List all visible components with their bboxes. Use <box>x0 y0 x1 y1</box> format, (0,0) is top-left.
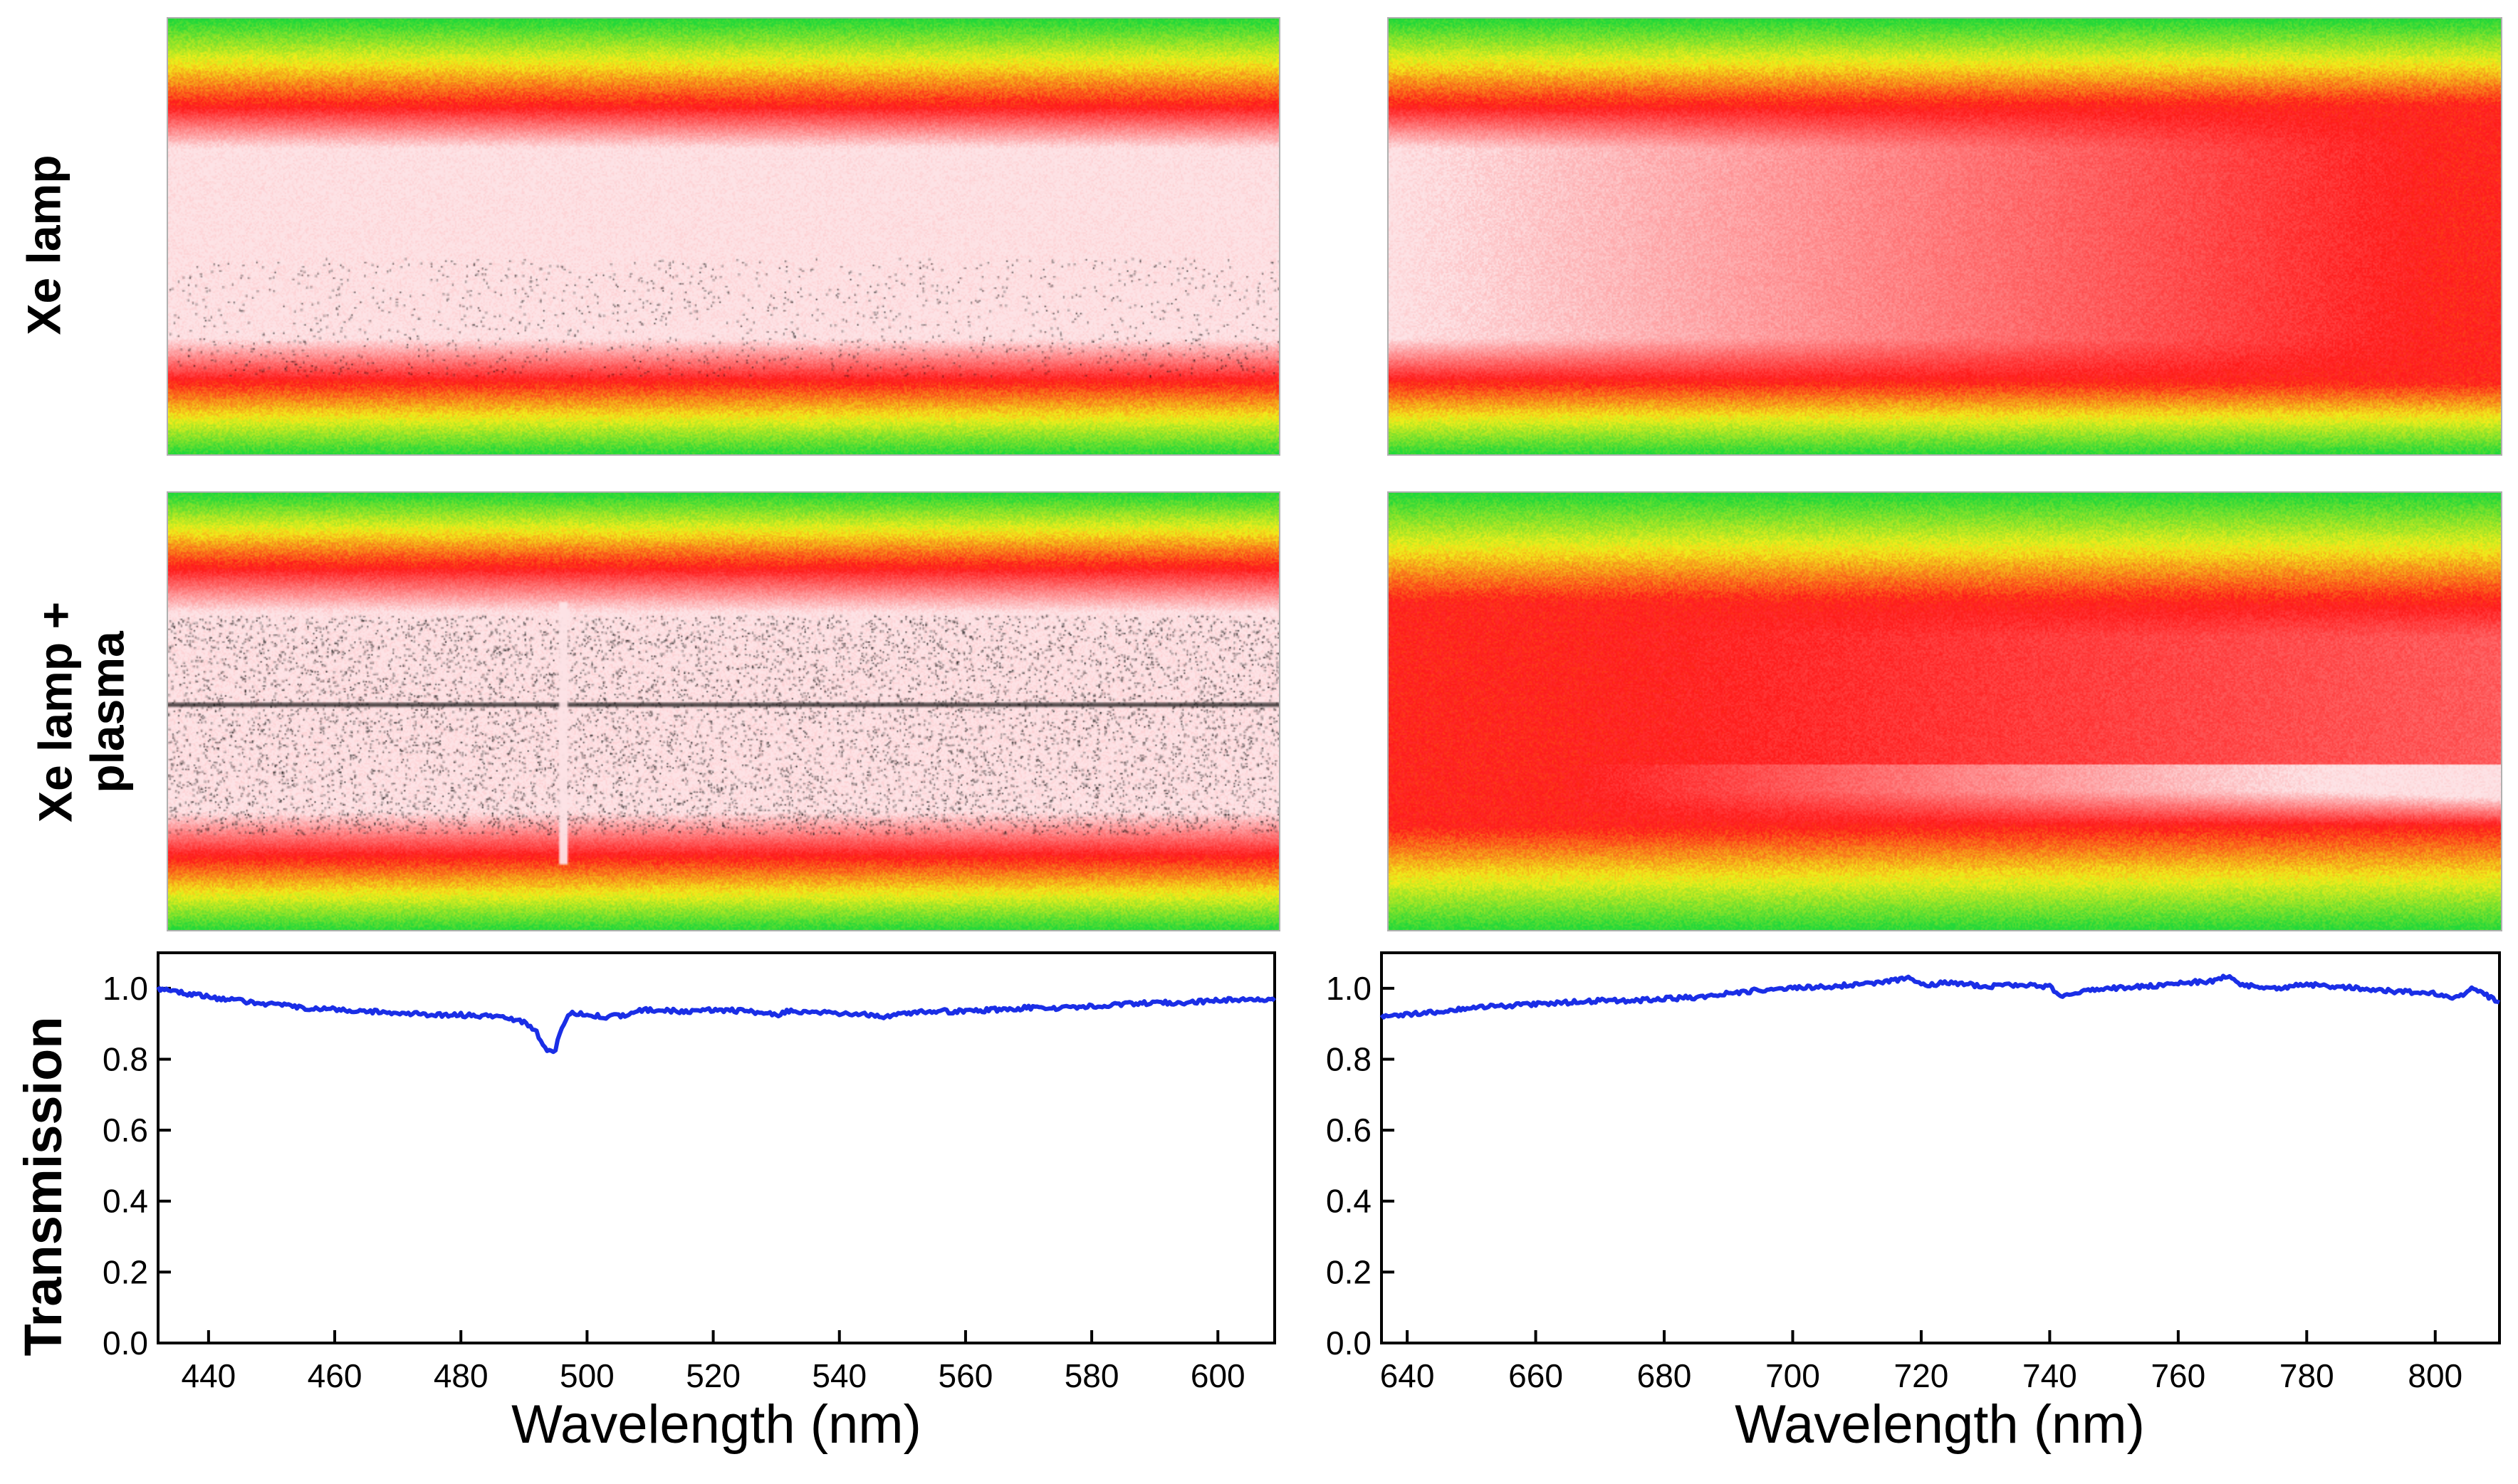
plot-left-axes: 440 460 480 500 520 540 560 580 600 0.0 0.2 0.4 0.6 0… <box>103 951 1277 1394</box>
plot-left-xtick-label: 580 <box>1065 1357 1119 1394</box>
plot-right-xtick-label: 780 <box>2279 1357 2334 1394</box>
plot-left-series-line <box>156 986 1277 1055</box>
plot-left-xtick-label: 480 <box>434 1357 489 1394</box>
plot-left-xtick-label: 600 <box>1191 1357 1245 1394</box>
plot-left-ytick-label: 1.0 <box>103 970 148 1007</box>
plot-right-xtick-label: 640 <box>1380 1357 1435 1394</box>
plot-left-xtick-label: 500 <box>560 1357 615 1394</box>
plot-right-xtick-label: 740 <box>2022 1357 2077 1394</box>
plot-left-xtick-label: 540 <box>812 1357 867 1394</box>
plot-left-ytick-label: 0.0 <box>103 1324 148 1362</box>
plot-right-xtick-label: 760 <box>2151 1357 2205 1394</box>
spectrum-canvas-left-bottom <box>168 493 1279 930</box>
spectrum-canvas-left-top <box>168 19 1279 454</box>
plot-right-ytick-label: 0.8 <box>1326 1040 1372 1077</box>
plot-left-ytick-label: 0.2 <box>103 1253 148 1290</box>
row-label-line1: Xe lamp + <box>28 602 82 822</box>
plot-left-xtick-label: 560 <box>939 1357 993 1394</box>
plot-right-xtick-label: 680 <box>1637 1357 1692 1394</box>
row-label-line2: plasma <box>80 631 133 793</box>
plot-right-xtick-label: 700 <box>1765 1357 1820 1394</box>
plot-left-ytick-label: 0.8 <box>103 1040 148 1077</box>
plot-right-frame <box>1380 951 2501 1344</box>
plot-right-ytick-label: 0.2 <box>1326 1253 1372 1290</box>
plot-right-ytick-label: 0.6 <box>1326 1112 1372 1149</box>
plot-left-xtick-label: 460 <box>308 1357 362 1394</box>
spectrum-image-right-xe-lamp <box>1387 17 2502 456</box>
row-label-xe-lamp-text: Xe lamp <box>17 155 70 335</box>
row-label-xe-lamp: Xe lamp <box>17 155 70 335</box>
plot-right-xtick-label: 660 <box>1508 1357 1563 1394</box>
plot-left-frame <box>157 951 1276 1344</box>
plot-right-xlabel: Wavelength (nm) <box>1735 1394 2145 1455</box>
plot-right-series-line <box>1379 973 2500 1020</box>
plot-right-ytick-label: 0.4 <box>1326 1183 1372 1220</box>
spectrum-image-left-xe-lamp-plasma <box>167 491 1280 931</box>
plot-right-xtick-label: 800 <box>2408 1357 2462 1394</box>
plot-left-ytick-label: 0.4 <box>103 1183 148 1220</box>
plot-right-ytick-label: 0.0 <box>1326 1324 1372 1362</box>
plot-left-xlabel: Wavelength (nm) <box>511 1394 921 1455</box>
spectrum-image-right-xe-lamp-plasma <box>1387 491 2502 931</box>
row-label-xe-lamp-plasma: Xe lamp + plasma <box>28 602 133 822</box>
transmission-plot-left: 440 460 480 500 520 540 560 580 600 0.0 0.2 0.4 0.6 0… <box>14 951 1277 1455</box>
plot-left-xtick-label: 520 <box>686 1357 741 1394</box>
plot-right-axes: 640 660 680 700 720 740 760 780 800 0.0 0.2 0.4 0.6 0… <box>1326 951 2501 1394</box>
spectrum-canvas-right-top <box>1389 19 2501 454</box>
plot-left-ytick-label: 0.6 <box>103 1112 148 1149</box>
spectrum-canvas-right-bottom <box>1389 493 2501 930</box>
plot-left-xtick-label: 440 <box>181 1357 236 1394</box>
plot-right-ytick-label: 1.0 <box>1326 970 1372 1007</box>
plot-right-xtick-label: 720 <box>1894 1357 1949 1394</box>
transmission-plot-right: 640 660 680 700 720 740 760 780 800 0.0 0.2 0.4 0.6 0… <box>1326 951 2501 1455</box>
plot-left-ylabel: Transmission <box>14 1016 73 1356</box>
spectrum-image-left-xe-lamp <box>167 17 1280 456</box>
